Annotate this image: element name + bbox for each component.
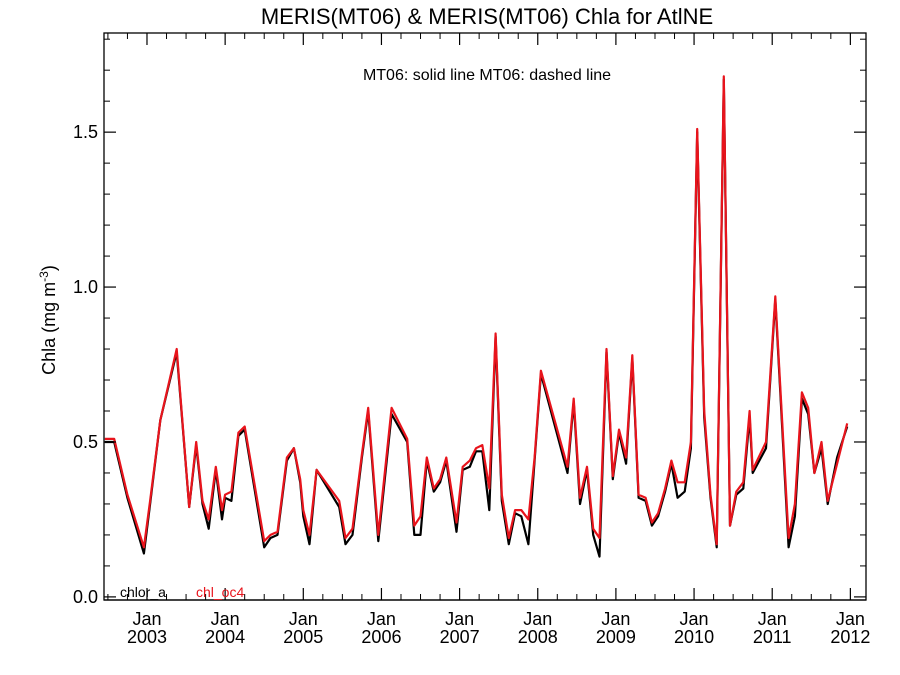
y-axis-label: Chla (mg m-3): [37, 265, 59, 375]
series-style-note: MT06: solid line MT06: dashed line: [363, 67, 611, 84]
legend-label-chl-oc4: chl_oc4: [196, 584, 244, 600]
x-tick-label-year: 2006: [361, 627, 401, 647]
legend-label-chlor-a: chlor_a: [120, 584, 166, 600]
chart-title: MERIS(MT06) & MERIS(MT06) Chla for AtlNE: [261, 4, 713, 29]
series-layer: [104, 75, 849, 558]
x-tick-label-year: 2011: [753, 627, 792, 647]
plot-frame: [103, 32, 867, 601]
series-line-chl-oc4: [104, 75, 849, 549]
x-tick-label-month: Jan: [445, 609, 474, 629]
y-axis-label-close: ): [39, 265, 59, 271]
series-line-chlor-a: [104, 78, 849, 558]
x-tick-label-year: 2003: [127, 627, 167, 647]
x-tick-label-month: Jan: [523, 609, 552, 629]
x-tick-label-month: Jan: [132, 609, 161, 629]
x-tick-label-month: Jan: [367, 609, 396, 629]
y-tick-label: 1.0: [73, 277, 98, 297]
x-tick-label-month: Jan: [601, 609, 630, 629]
legend: chlor_a chl_oc4: [120, 584, 244, 600]
x-tick-label-year: 2004: [205, 627, 245, 647]
x-tick-label-year: 2009: [596, 627, 636, 647]
y-tick-label: 0.0: [73, 587, 98, 607]
y-axis-label-superscript: -3: [37, 271, 51, 282]
y-tick-label: 1.5: [73, 122, 98, 142]
x-tick-label-month: Jan: [680, 609, 709, 629]
x-tick-label-month: Jan: [211, 609, 240, 629]
y-tick-label: 0.5: [73, 432, 98, 452]
x-tick-label-year: 2012: [830, 627, 870, 647]
x-tick-label-year: 2008: [518, 627, 558, 647]
x-tick-label-month: Jan: [289, 609, 318, 629]
x-tick-label-month: Jan: [836, 609, 865, 629]
x-tick-label-year: 2010: [674, 627, 714, 647]
tick-layer: 0.00.51.01.5Jan2003Jan2004Jan2005Jan2006…: [73, 33, 870, 647]
x-tick-label-month: Jan: [758, 609, 787, 629]
x-tick-label-year: 2005: [283, 627, 323, 647]
y-axis-label-main: Chla (mg m: [39, 282, 59, 375]
x-tick-label-year: 2007: [440, 627, 480, 647]
